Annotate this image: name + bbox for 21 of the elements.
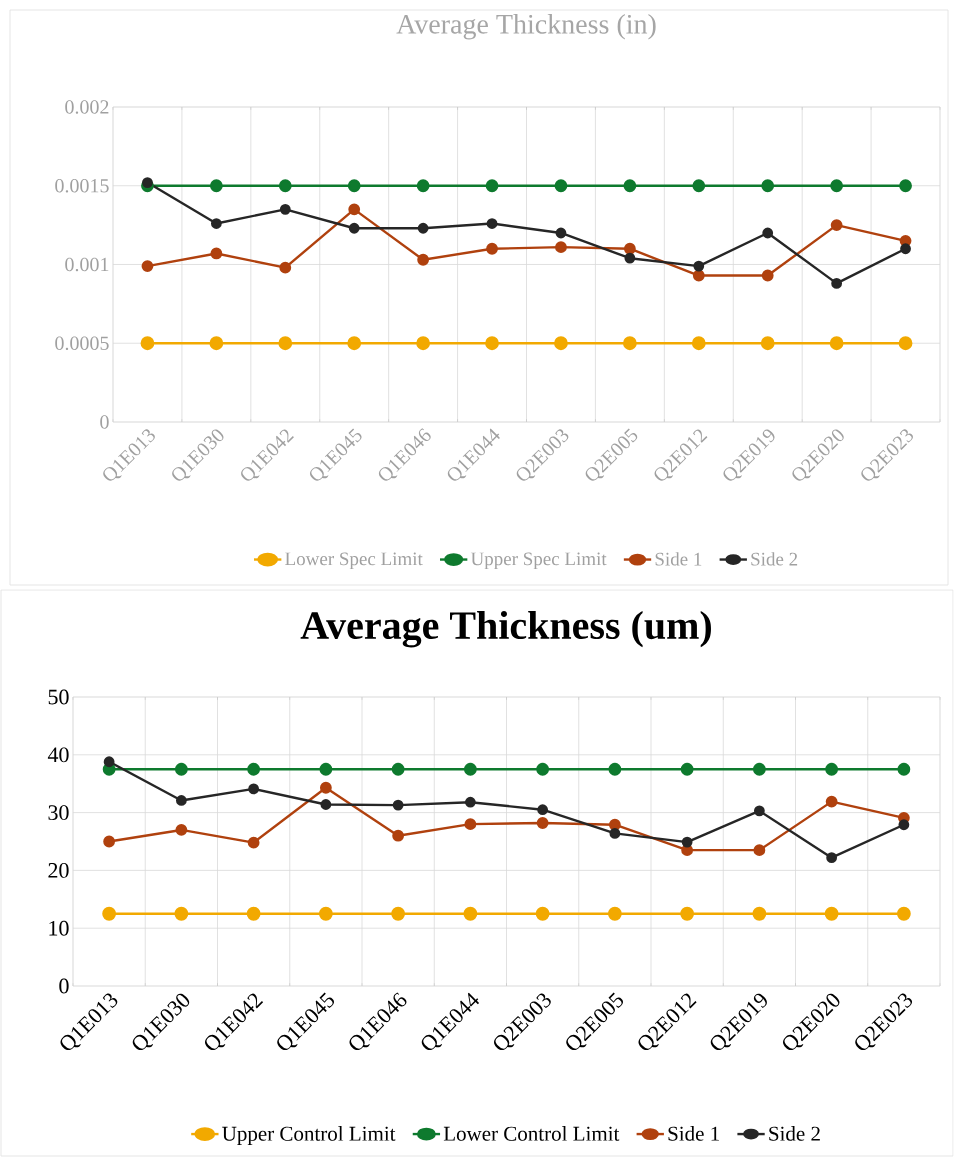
y-tick-label: 20 (48, 862, 69, 878)
y-tick-label: 0 (100, 415, 109, 429)
legend-label: Side 2 (769, 1126, 820, 1141)
y-tick-label: 40 (47, 747, 69, 763)
y-tick-label: 30 (48, 805, 69, 821)
legend-label: Side 1 (668, 1126, 719, 1141)
legend-label: Side 1 (655, 552, 702, 566)
chart-title: Average Thickness (in) (396, 13, 656, 40)
legend-label: Upper Spec Limit (470, 552, 607, 570)
legend-label: Lower Control Limit (443, 1126, 620, 1141)
y-tick-label: 50 (48, 689, 69, 705)
y-tick-label: 0.001 (65, 257, 109, 272)
legend-label: Lower Spec Limit (285, 552, 423, 570)
legend-label: Upper Control Limit (222, 1126, 396, 1146)
y-tick-label: 0.0005 (55, 336, 109, 351)
y-tick-label: 10 (49, 920, 69, 936)
y-tick-label: 0.002 (65, 100, 109, 114)
y-tick-label: 0 (59, 978, 69, 994)
legend-label: Side 2 (751, 552, 798, 566)
chart-title: Average Thickness (um) (300, 610, 711, 648)
y-tick-label: 0.0015 (55, 178, 109, 193)
